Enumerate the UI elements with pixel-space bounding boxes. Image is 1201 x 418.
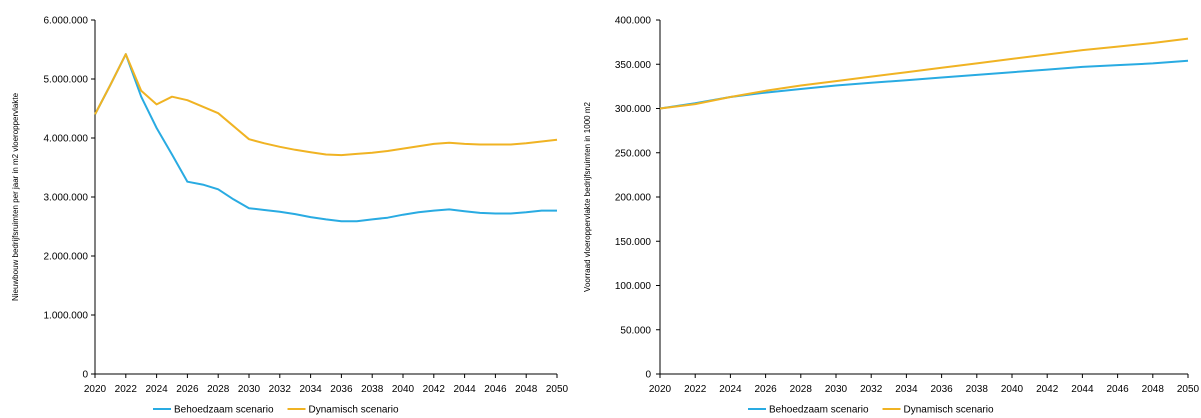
x-tick-label: 2034 bbox=[299, 384, 322, 395]
legend-label-dynamisch: Dynamisch scenario bbox=[904, 405, 994, 416]
legend-label-behoedzaam: Behoedzaam scenario bbox=[769, 405, 869, 416]
x-tick-label: 2048 bbox=[1142, 384, 1165, 395]
x-tick-label: 2024 bbox=[145, 384, 168, 395]
x-tick-label: 2034 bbox=[895, 384, 918, 395]
y-tick-label: 2.000.000 bbox=[44, 252, 89, 263]
x-tick-label: 2036 bbox=[930, 384, 953, 395]
legend-label-dynamisch: Dynamisch scenario bbox=[309, 405, 399, 416]
y-tick-label: 0 bbox=[645, 370, 651, 381]
y-tick-label: 350.000 bbox=[615, 60, 652, 71]
x-tick-label: 2020 bbox=[84, 384, 107, 395]
x-tick-label: 2024 bbox=[719, 384, 742, 395]
series-line-dynamisch bbox=[94, 53, 558, 157]
x-tick-label: 2036 bbox=[330, 384, 353, 395]
y-axis-label: Nieuwbouw bedrijfsruimten per jaar in m2… bbox=[11, 92, 20, 301]
x-tick-label: 2026 bbox=[754, 384, 777, 395]
x-tick-label: 2022 bbox=[684, 384, 707, 395]
x-tick-label: 2032 bbox=[860, 384, 883, 395]
x-tick-label: 2050 bbox=[546, 384, 569, 395]
y-tick-label: 200.000 bbox=[615, 193, 652, 204]
x-tick-label: 2022 bbox=[115, 384, 138, 395]
right-chart: 0 50.000 100.000 150.000 200.000 250.000 300.0… bbox=[583, 16, 1200, 416]
x-tick-label: 2042 bbox=[1036, 384, 1059, 395]
x-tick-label: 2048 bbox=[515, 384, 538, 395]
y-tick-label: 50.000 bbox=[620, 325, 651, 336]
y-tick-label: 3.000.000 bbox=[44, 193, 89, 204]
x-tick-label: 2038 bbox=[361, 384, 384, 395]
series-line-behoedzaam bbox=[94, 53, 557, 223]
y-tick-label: 150.000 bbox=[615, 237, 652, 248]
series-line-dynamisch bbox=[659, 37, 1189, 110]
y-tick-label: 400.000 bbox=[615, 16, 652, 27]
left-chart: 0 1.000.000 2.000.000 3.000.000 4.000.000 5.0… bbox=[11, 16, 569, 416]
x-tick-label: 2040 bbox=[1001, 384, 1024, 395]
y-tick-label: 250.000 bbox=[615, 148, 652, 159]
x-tick-label: 2040 bbox=[392, 384, 415, 395]
x-tick-label: 2044 bbox=[1071, 384, 1094, 395]
x-tick-label: 2030 bbox=[825, 384, 848, 395]
y-axis-label: Voorraad vloeroppervlakte bedrijfsruimte… bbox=[583, 102, 592, 292]
y-tick-label: 1.000.000 bbox=[44, 311, 89, 322]
x-tick-label: 2028 bbox=[207, 384, 230, 395]
y-tick-label: 0 bbox=[82, 370, 88, 381]
x-tick-label: 2050 bbox=[1177, 384, 1200, 395]
x-tick-label: 2020 bbox=[649, 384, 672, 395]
x-tick-label: 2044 bbox=[453, 384, 476, 395]
x-tick-label: 2046 bbox=[484, 384, 507, 395]
x-tick-label: 2028 bbox=[790, 384, 813, 395]
y-tick-label: 5.000.000 bbox=[44, 75, 89, 86]
x-tick-label: 2032 bbox=[269, 384, 292, 395]
series-line-behoedzaam bbox=[659, 59, 1189, 110]
legend-label-behoedzaam: Behoedzaam scenario bbox=[174, 405, 274, 416]
x-tick-label: 2030 bbox=[238, 384, 261, 395]
x-tick-label: 2046 bbox=[1106, 384, 1129, 395]
y-tick-label: 6.000.000 bbox=[44, 16, 89, 27]
x-tick-label: 2026 bbox=[176, 384, 199, 395]
x-tick-label: 2042 bbox=[423, 384, 446, 395]
y-tick-label: 100.000 bbox=[615, 281, 652, 292]
y-tick-label: 300.000 bbox=[615, 104, 652, 115]
y-tick-label: 4.000.000 bbox=[44, 134, 89, 145]
x-tick-label: 2038 bbox=[966, 384, 989, 395]
